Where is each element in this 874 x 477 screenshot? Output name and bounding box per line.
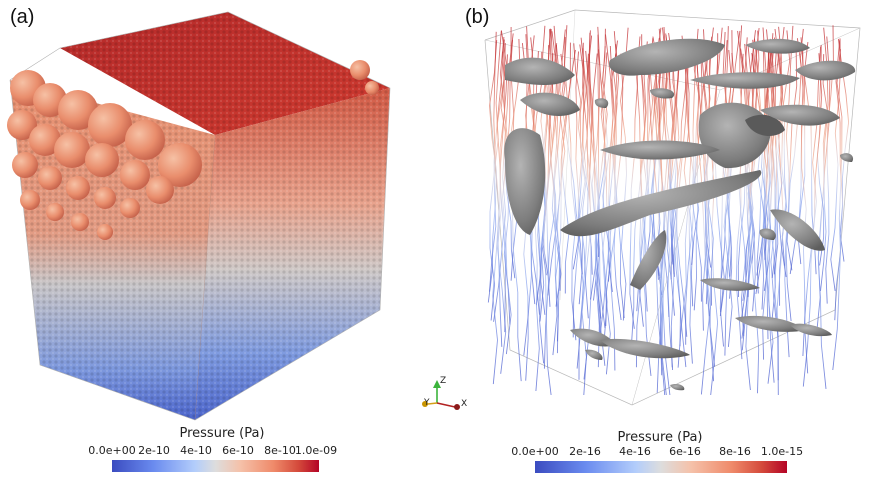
streamline bbox=[605, 53, 624, 327]
streamline bbox=[620, 27, 629, 321]
streamline bbox=[693, 48, 703, 311]
streamline bbox=[683, 54, 693, 364]
streamline bbox=[762, 46, 778, 360]
streamline bbox=[497, 54, 508, 347]
streamline bbox=[547, 53, 566, 307]
streamline bbox=[594, 34, 600, 368]
streamline bbox=[556, 36, 566, 342]
panel-a-label: (a) bbox=[10, 6, 35, 28]
streamline bbox=[629, 49, 638, 329]
streamline bbox=[834, 49, 843, 321]
streamline bbox=[775, 26, 787, 278]
colorbar-b-tick: 1.0e-15 bbox=[760, 445, 804, 458]
streamline bbox=[630, 34, 647, 347]
x-axis-arrow bbox=[436, 402, 456, 408]
streamline bbox=[500, 51, 516, 279]
y-axis-arrow bbox=[427, 402, 438, 405]
streamline bbox=[591, 26, 601, 341]
streamline bbox=[489, 30, 502, 321]
streamline bbox=[801, 44, 809, 374]
streamline bbox=[561, 49, 576, 294]
streamline bbox=[579, 44, 589, 319]
streamline bbox=[830, 38, 841, 291]
streamline bbox=[502, 39, 513, 355]
colorbar-a-tick: 2e-10 bbox=[138, 444, 170, 457]
streamline bbox=[802, 46, 822, 357]
streamline bbox=[785, 25, 794, 322]
streamline bbox=[737, 48, 748, 298]
streamline bbox=[611, 44, 622, 321]
streamline bbox=[489, 30, 507, 292]
streamline bbox=[585, 50, 608, 338]
streamline bbox=[605, 34, 616, 371]
x-axis-label: X bbox=[461, 399, 468, 409]
streamline bbox=[666, 45, 675, 316]
streamline bbox=[648, 45, 667, 396]
panel-b-flow bbox=[484, 9, 861, 406]
colorbar-b-title: Pressure (Pa) bbox=[617, 430, 703, 445]
streamline bbox=[493, 33, 514, 322]
colorbar-a-tick: 1.0e-09 bbox=[294, 444, 338, 457]
colorbar-a-tick: 0.0e+00 bbox=[88, 444, 136, 457]
y-axis-label: Y bbox=[424, 398, 430, 408]
colorbar-a-title: Pressure (Pa) bbox=[179, 426, 265, 441]
colorbar-b-tick: 6e-16 bbox=[669, 445, 701, 458]
panel-a-cube bbox=[7, 11, 391, 421]
streamline bbox=[657, 54, 671, 396]
colorbar-b-tick: 4e-16 bbox=[619, 445, 651, 458]
streamline bbox=[578, 32, 592, 380]
obstacles bbox=[504, 38, 856, 391]
streamline bbox=[695, 47, 715, 382]
colorbar-a bbox=[112, 460, 319, 472]
z-axis-label: Z bbox=[440, 376, 447, 386]
streamline bbox=[499, 36, 506, 333]
orientation-axes bbox=[422, 380, 460, 410]
y-axis-head bbox=[422, 401, 428, 407]
colorbar-a-tick: 6e-10 bbox=[222, 444, 254, 457]
colorbar-b-tick: 8e-16 bbox=[719, 445, 751, 458]
streamline bbox=[596, 46, 608, 319]
panel-b-label: (b) bbox=[465, 6, 490, 28]
z-axis-head bbox=[433, 380, 441, 388]
colorbar-b bbox=[535, 461, 787, 473]
streamline bbox=[576, 30, 591, 369]
colorbar-a-tick: 4e-10 bbox=[180, 444, 212, 457]
streamline bbox=[602, 52, 617, 282]
colorbar-b-tick: 2e-16 bbox=[569, 445, 601, 458]
colorbar-b-tick: 0.0e+00 bbox=[511, 445, 559, 458]
streamline bbox=[761, 51, 770, 310]
streamline bbox=[613, 31, 625, 319]
large-grains bbox=[7, 60, 379, 240]
streamline bbox=[580, 37, 606, 329]
streamline bbox=[492, 31, 500, 385]
x-axis-head bbox=[454, 404, 460, 410]
streamline bbox=[773, 30, 791, 275]
streamline bbox=[487, 40, 498, 303]
streamline bbox=[832, 40, 844, 371]
colorbar-a-tick: 8e-10 bbox=[264, 444, 296, 457]
streamline bbox=[578, 48, 588, 305]
